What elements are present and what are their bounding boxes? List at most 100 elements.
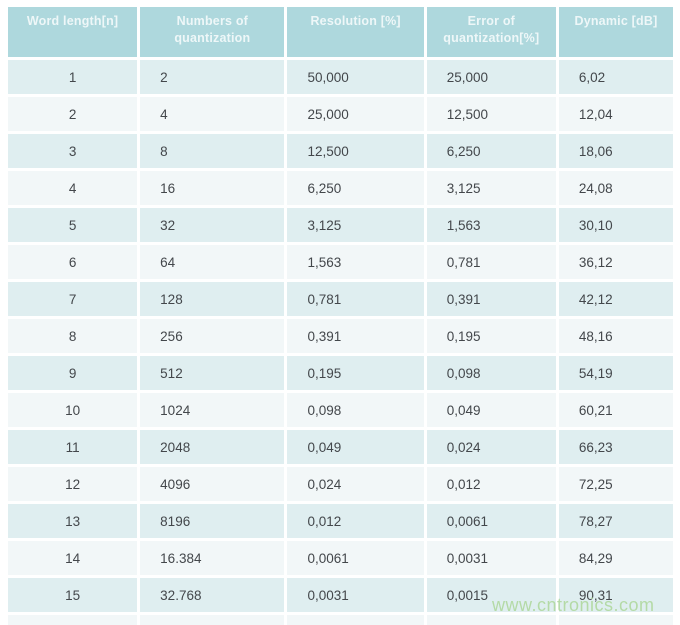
table-cell: 9	[8, 356, 138, 390]
table-cell: 8	[140, 134, 285, 168]
table-cell: 32.768	[140, 578, 285, 612]
quantization-table: Word length[n] Numbers of quantization R…	[5, 4, 676, 625]
table-cell: 3,125	[287, 208, 424, 242]
table-cell: 1,563	[287, 245, 424, 279]
table-cell: 0,049	[287, 430, 424, 464]
table-cell: 2	[140, 60, 285, 94]
table-cell: 8	[8, 319, 138, 353]
table-cell: 84,29	[558, 541, 673, 575]
table-row: 1665.5360,00150,000796,33	[8, 615, 673, 625]
header-numbers-of-quantization: Numbers of quantization	[140, 7, 285, 57]
table-cell: 15	[8, 578, 138, 612]
table-cell: 4	[140, 97, 285, 131]
table-cell: 0,049	[426, 393, 556, 427]
table-cell: 7	[8, 282, 138, 316]
table-cell: 14	[8, 541, 138, 575]
table-cell: 66,23	[558, 430, 673, 464]
table-cell: 3,125	[426, 171, 556, 205]
table-cell: 32	[140, 208, 285, 242]
table-row: 4 16 6,250 3,125 24,08	[8, 171, 673, 205]
table-cell: 4096	[140, 467, 285, 501]
table-cell: 512	[140, 356, 285, 390]
table-cell: 0,195	[426, 319, 556, 353]
table-cell: 72,25	[558, 467, 673, 501]
table-cell: 4	[8, 171, 138, 205]
table-cell: 30,10	[558, 208, 673, 242]
table-cell: 0,781	[287, 282, 424, 316]
table-cell: 54,19	[558, 356, 673, 390]
table-cell: 12,500	[287, 134, 424, 168]
table-cell: 128	[140, 282, 285, 316]
table-cell: 36,12	[558, 245, 673, 279]
table-cell: 0,0061	[287, 541, 424, 575]
table-cell: 0,012	[426, 467, 556, 501]
table-cell: 3	[8, 134, 138, 168]
table-cell: 5	[8, 208, 138, 242]
header-error-of-quantization: Error of quantization[%]	[426, 7, 556, 57]
table-cell: 60,21	[558, 393, 673, 427]
table-cell: 64	[140, 245, 285, 279]
table-cell: 0,098	[426, 356, 556, 390]
table-cell: 0,0031	[426, 541, 556, 575]
table-cell: 0,024	[426, 430, 556, 464]
table-row: 15 32.768 0,0031 0,0015 90,31	[8, 578, 673, 612]
table-cell: 6,250	[426, 134, 556, 168]
table-cell: 0,098	[287, 393, 424, 427]
table-cell: 2048	[140, 430, 285, 464]
table-cell: 16	[8, 615, 138, 625]
table-row: 3 8 12,500 6,250 18,06	[8, 134, 673, 168]
header-resolution: Resolution [%]	[287, 7, 424, 57]
table-cell: 78,27	[558, 504, 673, 538]
table-cell: 90,31	[558, 578, 673, 612]
table-row: 8 256 0,391 0,195 48,16	[8, 319, 673, 353]
table-cell: 12,500	[426, 97, 556, 131]
table-cell: 25,000	[426, 60, 556, 94]
table-cell: 8196	[140, 504, 285, 538]
table-row: 10 1024 0,098 0,049 60,21	[8, 393, 673, 427]
table-row: 2 4 25,000 12,500 12,04	[8, 97, 673, 131]
table-cell: 48,16	[558, 319, 673, 353]
table-cell: 0,0007	[426, 615, 556, 625]
table-cell: 50,000	[287, 60, 424, 94]
table-cell: 11	[8, 430, 138, 464]
table-cell: 1024	[140, 393, 285, 427]
table-cell: 6,250	[287, 171, 424, 205]
table-cell: 0,024	[287, 467, 424, 501]
table-cell: 96,33	[558, 615, 673, 625]
table-cell: 6	[8, 245, 138, 279]
table-cell: 16	[140, 171, 285, 205]
table-row: 5 32 3,125 1,563 30,10	[8, 208, 673, 242]
table-cell: 18,06	[558, 134, 673, 168]
table-cell: 10	[8, 393, 138, 427]
table-cell: 42,12	[558, 282, 673, 316]
table-cell: 65.536	[140, 615, 285, 625]
table-cell: 12	[8, 467, 138, 501]
header-word-length: Word length[n]	[8, 7, 138, 57]
table-cell: 1,563	[426, 208, 556, 242]
table-cell: 6,02	[558, 60, 673, 94]
table-cell: 0,391	[426, 282, 556, 316]
table-cell: 13	[8, 504, 138, 538]
table-cell: 0,391	[287, 319, 424, 353]
table-row: 6 64 1,563 0,781 36,12	[8, 245, 673, 279]
table-cell: 0,0015	[287, 615, 424, 625]
table-row: 12 4096 0,024 0,012 72,25	[8, 467, 673, 501]
table-cell: 0,0061	[426, 504, 556, 538]
table-cell: 12,04	[558, 97, 673, 131]
table-row: 11 2048 0,049 0,024 66,23	[8, 430, 673, 464]
table-cell: 25,000	[287, 97, 424, 131]
table-cell: 1	[8, 60, 138, 94]
header-dynamic: Dynamic [dB]	[558, 7, 673, 57]
table-row: 9 512 0,195 0,098 54,19	[8, 356, 673, 390]
header-row: Word length[n] Numbers of quantization R…	[8, 7, 673, 57]
watermark: www.cntronics.com	[492, 595, 655, 615]
table-row: 7 128 0,781 0,391 42,12	[8, 282, 673, 316]
table-cell: 0,781	[426, 245, 556, 279]
table-row: 13 8196 0,012 0,0061 78,27	[8, 504, 673, 538]
table-row: 1 2 50,000 25,000 6,02	[8, 60, 673, 94]
table-cell: 0,0031	[287, 578, 424, 612]
table-cell: 0,0015	[426, 578, 556, 612]
table-cell: 24,08	[558, 171, 673, 205]
table-cell: 16.384	[140, 541, 285, 575]
